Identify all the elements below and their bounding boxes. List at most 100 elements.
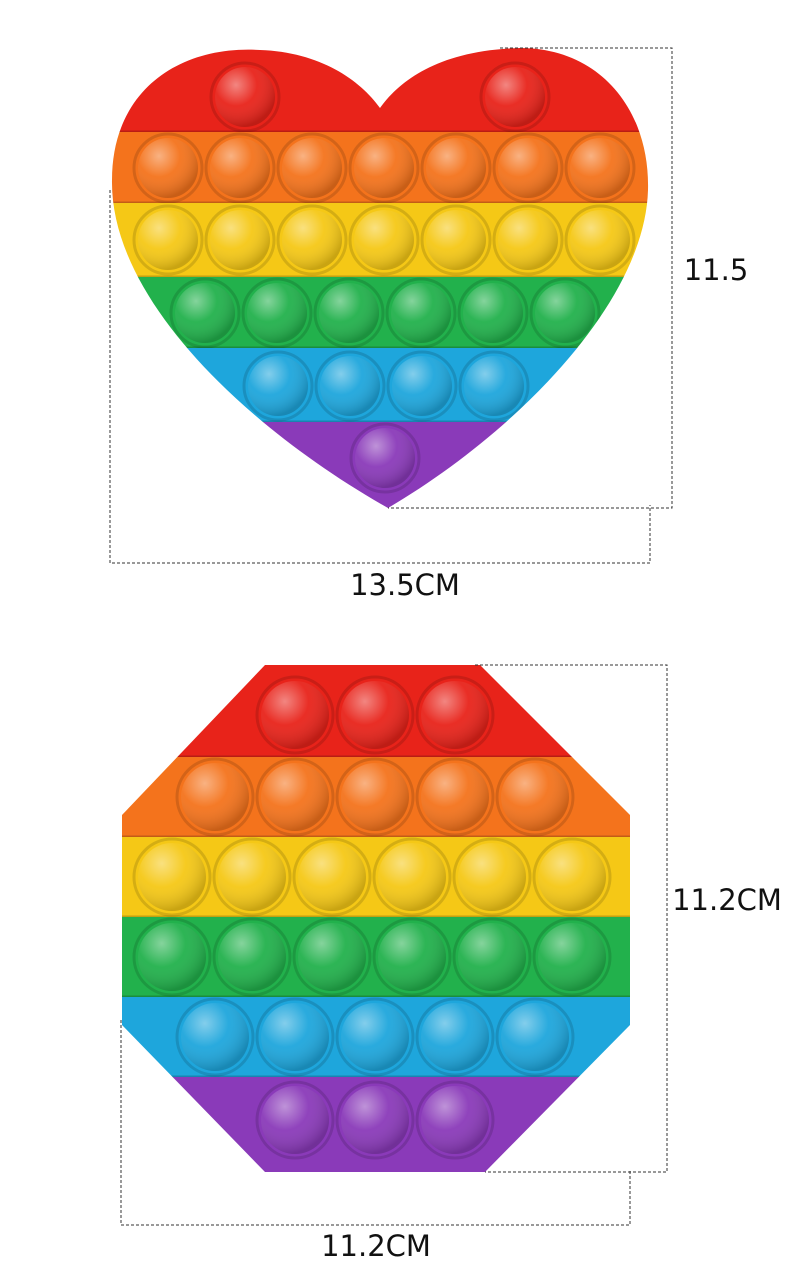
bubble-shine [538,923,606,991]
bubble-ring [292,837,372,917]
bubble-shine [341,1003,409,1071]
bubble-ring [495,757,575,837]
bubble-shine [261,1086,329,1154]
bubble-ring [204,132,276,204]
bubble-shine [538,843,606,911]
bubble-ring [255,675,335,755]
bubble-ring [335,757,415,837]
bubble-shine [215,67,275,127]
bubble-ring [255,997,335,1077]
bubble-shine [138,138,198,198]
bubble-ring [532,917,612,997]
bubble-ring [495,997,575,1077]
bubble-shine [485,67,545,127]
dimension-line [120,1020,631,1226]
bubble-shine [341,1086,409,1154]
bubble-ring [292,917,372,997]
bubble-ring [132,132,204,204]
bubble-ring [276,132,348,204]
bubble-shine [261,1003,329,1071]
bubble-ring [255,757,335,837]
bubble-shine [138,843,206,911]
dimension-line [109,190,651,564]
bubble-shine [426,210,486,270]
bubble-ring [492,204,564,276]
bubble-shine [354,210,414,270]
bubble-ring [372,917,452,997]
bubble-ring [415,675,495,755]
bubble-shine [181,763,249,831]
bubble-shine [218,923,286,991]
bubble-shine [298,923,366,991]
bubble-shine [391,283,451,343]
height-label: 11.5 [684,253,749,287]
bubble-shine [341,681,409,749]
bubble-shine [464,356,524,416]
bubble-shine [421,1086,489,1154]
bubble-ring [420,132,492,204]
bubble-ring [452,837,532,917]
bubble-ring [348,132,420,204]
bubble-shine [421,681,489,749]
bubble-ring [385,277,457,349]
bubble-shine [248,356,308,416]
bubble-shine [319,283,379,343]
bubble-ring [132,837,212,917]
bubble-shine [247,283,307,343]
stripe [111,348,649,422]
bubble-ring [276,204,348,276]
bubble-shine [320,356,380,416]
bubble-ring [348,204,420,276]
bubble-ring [458,350,530,422]
bubble-ring [175,997,255,1077]
bubble-shine [341,763,409,831]
bubble-shine [392,356,452,416]
bubble-shine [355,428,415,488]
bubble-ring [204,204,276,276]
bubble-ring [241,277,313,349]
bubble-shine [426,138,486,198]
bubble-ring [457,277,529,349]
bubble-shine [501,763,569,831]
bubble-ring [242,350,314,422]
bubble-shine [463,283,523,343]
bubble-ring [335,997,415,1077]
bubble-ring [313,277,385,349]
bubble-shine [218,843,286,911]
bubble-shine [298,843,366,911]
bubble-ring [386,350,458,422]
bubble-ring [415,997,495,1077]
bubble-shine [210,210,270,270]
bubble-ring [564,132,636,204]
bubble-ring [209,61,281,133]
bubble-ring [314,350,386,422]
bubble-shine [282,210,342,270]
bubble-ring [452,917,532,997]
bubble-shine [138,210,198,270]
bubble-shine [261,681,329,749]
bubble-shine [261,763,329,831]
bubble-ring [212,917,292,997]
width-label: 13.5CM [350,568,460,602]
bubble-ring [372,837,452,917]
bubble-shine [570,210,630,270]
bubble-shine [535,283,595,343]
bubble-shine [181,1003,249,1071]
bubble-shine [501,1003,569,1071]
bubble-shine [570,138,630,198]
octagon-popper [122,665,630,1172]
bubble-ring [212,837,292,917]
bubble-shine [378,923,446,991]
bubble-ring [175,757,255,837]
bubble-ring [564,204,636,276]
bubble-shine [210,138,270,198]
bubble-ring [420,204,492,276]
stripe [111,48,649,132]
bubble-ring [415,757,495,837]
bubble-ring [132,917,212,997]
bubble-ring [132,204,204,276]
dimension-line [388,47,673,509]
bubble-shine [354,138,414,198]
bubble-shine [458,843,526,911]
